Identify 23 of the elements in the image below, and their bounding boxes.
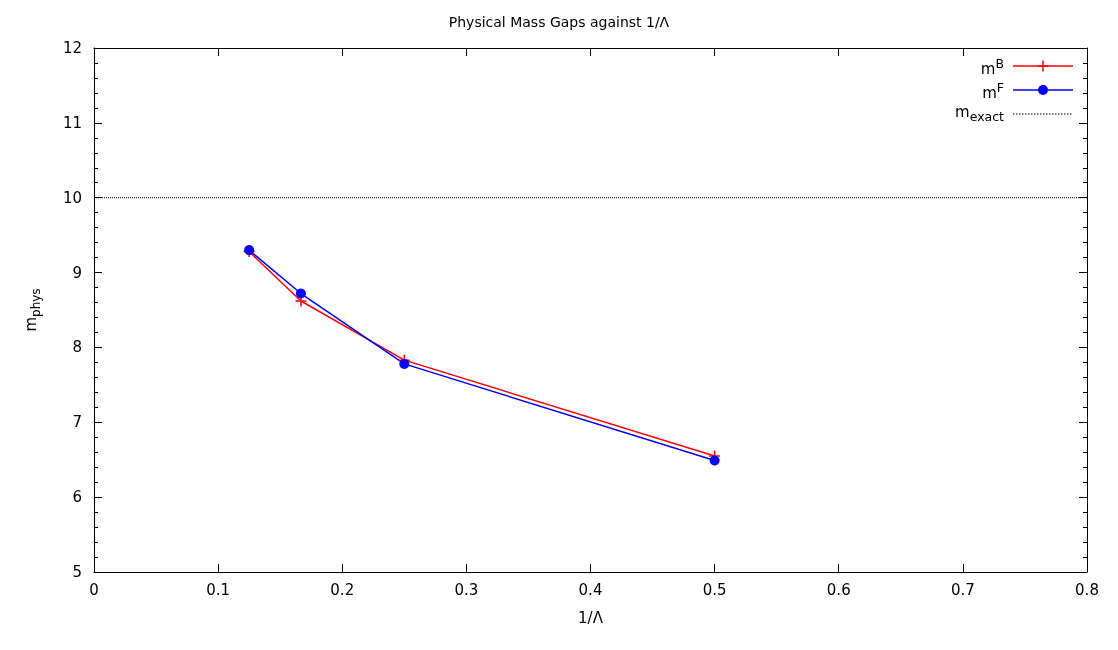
y-axis-title: mphys (22, 288, 43, 332)
x-tick-label: 0.8 (1075, 580, 1099, 599)
x-tick-label: 0 (89, 580, 99, 599)
x-tick-label: 0.6 (826, 580, 851, 599)
y-tick-label: 6 (72, 488, 82, 507)
legend-label: m$_{exact}$ (955, 101, 1004, 126)
y-tick-label: 12 (62, 39, 82, 57)
x-tick-label: 0.5 (702, 580, 727, 599)
x-tick-label: 0.3 (454, 580, 479, 599)
y-tick-label: 8 (72, 338, 82, 357)
x-tick-label: 0.7 (950, 580, 975, 599)
y-tick-label: 10 (62, 188, 82, 207)
chart-title: Physical Mass Gaps against 1/Λ (448, 14, 670, 30)
y-tick-label: 9 (72, 263, 82, 282)
y-tick-label: 5 (72, 563, 82, 581)
x-axis-title: 1/Λ (578, 608, 604, 627)
x-tick-label: 0.1 (206, 580, 231, 599)
y-tick-label: 11 (62, 113, 82, 132)
legend-label: m$^{B}$ (980, 54, 1004, 80)
y-tick-label: 7 (72, 413, 82, 432)
legend-label: m$^{F}$ (982, 78, 1004, 104)
x-tick-label: 0.4 (578, 580, 603, 599)
x-tick-label: 0.2 (330, 580, 355, 599)
